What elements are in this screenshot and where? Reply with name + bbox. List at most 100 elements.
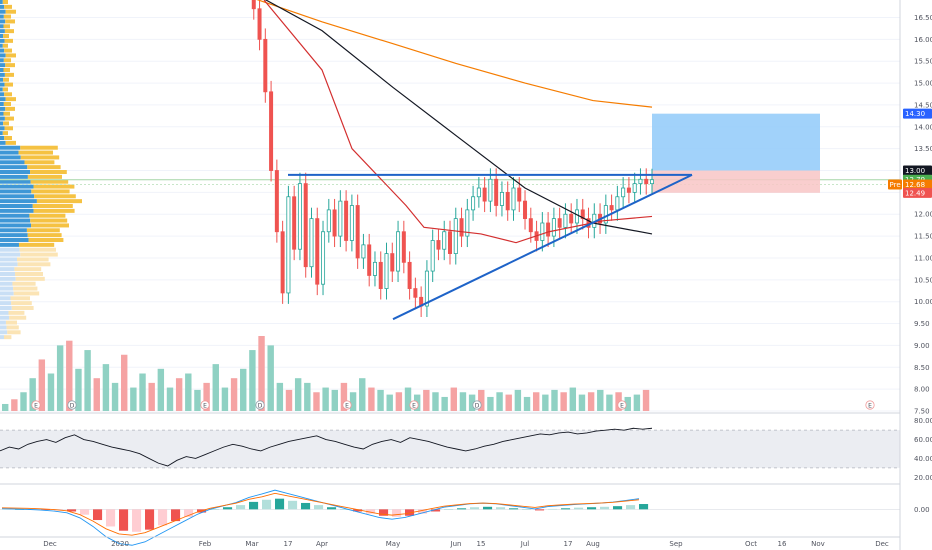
volume-profile-bar <box>5 106 15 111</box>
macd-histogram-bar <box>548 508 558 510</box>
volume-profile-bar <box>5 19 15 24</box>
macd-histogram-bar <box>106 509 116 527</box>
time-tick-label: Aug <box>586 540 600 548</box>
volume-profile-bar <box>0 14 4 19</box>
macd-histogram-bar <box>496 507 506 510</box>
volume-profile-bar <box>0 242 19 247</box>
volume-profile-bar <box>0 174 28 179</box>
volume-profile-bar <box>0 68 4 72</box>
macd-histogram-bar <box>288 500 298 510</box>
volume-profile-bar <box>0 267 15 272</box>
volume-profile-bar <box>33 184 75 189</box>
candle-body <box>309 218 314 268</box>
event-marker[interactable] <box>865 400 875 410</box>
candle-body <box>488 178 493 202</box>
macd-histogram-bar <box>210 509 220 510</box>
time-tick-label: 2020 <box>111 540 129 548</box>
volume-profile-bar <box>27 174 62 179</box>
volume-profile-bar <box>2 87 8 92</box>
candle-body <box>372 261 377 276</box>
candle-body <box>523 200 528 220</box>
macd-histogram-bar <box>275 498 285 510</box>
event-marker[interactable] <box>409 400 419 410</box>
price-tick-label: 12.00 <box>914 211 932 219</box>
volume-bar <box>487 396 494 411</box>
volume-profile-bar <box>0 72 5 77</box>
volume-bar <box>203 382 210 411</box>
macd-histogram-bar <box>171 509 181 522</box>
macd-histogram-bar <box>314 505 324 510</box>
target-zone <box>652 113 820 171</box>
volume-bar <box>185 373 192 411</box>
volume-bar <box>29 378 36 411</box>
ma-50-line <box>263 0 653 244</box>
candle-body <box>569 213 574 224</box>
volume-profile-bar <box>5 140 16 145</box>
event-marker[interactable] <box>342 400 352 410</box>
volume-profile-bar <box>0 48 5 53</box>
time-tick-label: Feb <box>199 540 212 548</box>
volume-bar <box>395 392 403 411</box>
candle-body <box>511 187 516 211</box>
volume-profile-bar <box>0 102 4 106</box>
time-tick-label: 17 <box>564 540 573 548</box>
volume-bar <box>377 389 384 411</box>
support-trendline[interactable] <box>392 173 693 321</box>
candle-body <box>338 200 343 237</box>
candle-body <box>384 253 389 289</box>
candle-body <box>528 218 533 233</box>
volume-bar <box>56 345 64 411</box>
ma-200-line <box>256 0 653 108</box>
volume-profile-bar <box>3 24 10 29</box>
volume-bar <box>532 392 540 411</box>
event-marker[interactable] <box>255 400 265 410</box>
volume-bar <box>505 394 512 411</box>
candle-body <box>378 261 383 289</box>
macd-histogram-bar <box>561 508 571 510</box>
event-marker[interactable] <box>617 400 627 410</box>
volume-profile-bar <box>0 204 33 208</box>
event-marker[interactable] <box>31 400 41 410</box>
candle-body <box>257 8 262 40</box>
macd-histogram-bar <box>522 509 532 510</box>
price-tick-label: 15.00 <box>914 80 932 88</box>
volume-bar <box>606 394 613 411</box>
candle-body <box>401 231 406 263</box>
candle-body <box>344 200 349 241</box>
volume-bar <box>478 389 485 411</box>
macd-histogram-bar <box>93 509 103 521</box>
volume-profile-bar <box>0 111 4 116</box>
event-marker[interactable] <box>472 400 482 410</box>
price-label-tag <box>903 187 932 198</box>
macd-tick-label: 0.00 <box>914 506 930 514</box>
volume-bar <box>615 392 622 411</box>
candle-body <box>321 231 326 285</box>
volume-profile-bar <box>0 306 12 310</box>
volume-profile-bar <box>0 92 5 97</box>
volume-profile-bar <box>0 155 21 160</box>
volume-profile-bar <box>29 213 66 218</box>
volume-profile-bar <box>0 301 12 306</box>
rsi-band <box>0 430 900 468</box>
macd-histogram-bar <box>301 502 311 510</box>
volume-profile-bar <box>15 272 44 276</box>
volume-profile-bar <box>0 87 3 92</box>
event-marker[interactable] <box>67 400 77 410</box>
rsi-tick-label: 40.00 <box>914 455 932 463</box>
candle-body <box>447 231 452 254</box>
volume-bar <box>38 359 46 411</box>
macd-pane[interactable] <box>0 489 900 546</box>
macd-histogram-bar <box>223 507 233 510</box>
candle-body <box>621 187 626 198</box>
event-marker[interactable] <box>200 400 210 410</box>
rsi-pane[interactable] <box>0 427 900 469</box>
price-tick-label: 11.00 <box>914 254 932 262</box>
candle-body <box>430 240 435 272</box>
volume-profile-bar <box>8 310 25 315</box>
volume-profile-bar <box>33 208 75 213</box>
volume-profile-bar <box>4 48 12 53</box>
volume-profile-bar <box>12 281 36 286</box>
volume-profile-bar <box>0 252 21 257</box>
